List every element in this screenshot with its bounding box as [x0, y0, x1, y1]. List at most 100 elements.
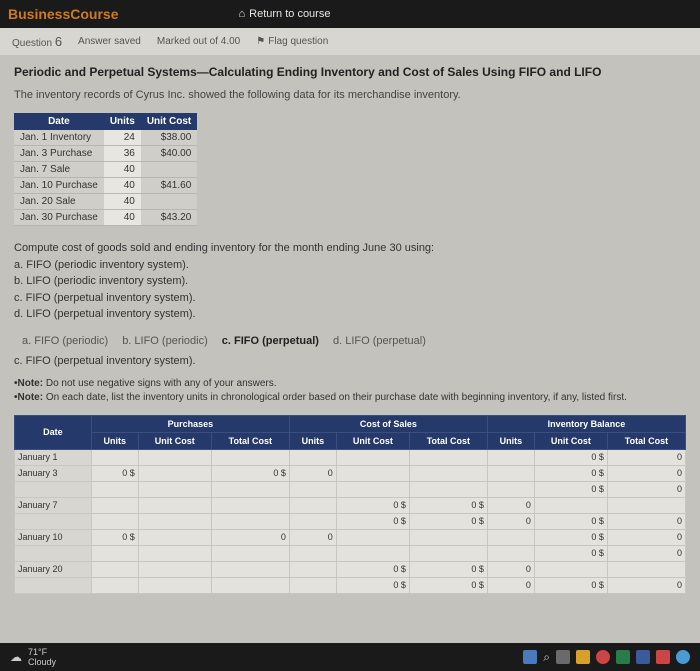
cell-c-units[interactable]: 0: [289, 529, 336, 545]
cell-p-units[interactable]: [91, 561, 138, 577]
cell-i-unit-cost[interactable]: 0 $: [534, 449, 607, 465]
taskbar-icon[interactable]: [556, 650, 570, 664]
cell-i-unit-cost[interactable]: 0 $: [534, 513, 607, 529]
cell-c-unit-cost[interactable]: [336, 449, 409, 465]
cell-p-unit-cost[interactable]: [138, 449, 211, 465]
cell-i-units[interactable]: [487, 449, 534, 465]
cell-p-unit-cost[interactable]: [138, 561, 211, 577]
flag-question-link[interactable]: ⚑ Flag question: [256, 36, 328, 47]
cell-c-unit-cost[interactable]: [336, 529, 409, 545]
cell-i-unit-cost[interactable]: 0 $: [534, 465, 607, 481]
cell-i-total[interactable]: 0: [607, 513, 685, 529]
cell-p-unit-cost[interactable]: [138, 513, 211, 529]
cell-c-total[interactable]: [409, 465, 487, 481]
cell-p-total[interactable]: [211, 545, 289, 561]
cell-p-total[interactable]: [211, 497, 289, 513]
taskbar-icon[interactable]: [636, 650, 650, 664]
cell-i-units[interactable]: [487, 465, 534, 481]
cell-p-total[interactable]: 0: [211, 529, 289, 545]
cell-p-total[interactable]: [211, 513, 289, 529]
cell-c-unit-cost[interactable]: 0 $: [336, 561, 409, 577]
tab-lifo-periodic[interactable]: b. LIFO (periodic): [122, 335, 208, 347]
tab-fifo-perpetual[interactable]: c. FIFO (perpetual): [222, 335, 319, 347]
cell-c-total[interactable]: 0 $: [409, 561, 487, 577]
cell-c-unit-cost[interactable]: 0 $: [336, 513, 409, 529]
cell-c-total[interactable]: [409, 481, 487, 497]
cell-i-units[interactable]: 0: [487, 497, 534, 513]
cell-i-units[interactable]: 0: [487, 577, 534, 593]
taskbar-icon[interactable]: [596, 650, 610, 664]
cell-c-unit-cost[interactable]: 0 $: [336, 577, 409, 593]
taskbar-app-icon[interactable]: [523, 650, 537, 664]
cell-p-total[interactable]: [211, 577, 289, 593]
cell-p-unit-cost[interactable]: [138, 529, 211, 545]
cell-i-total[interactable]: 0: [607, 577, 685, 593]
taskbar-icon[interactable]: [656, 650, 670, 664]
cell-i-total[interactable]: [607, 497, 685, 513]
cell-i-units[interactable]: [487, 529, 534, 545]
cell-p-total[interactable]: [211, 561, 289, 577]
cell-c-units[interactable]: [289, 481, 336, 497]
cell-c-total[interactable]: [409, 545, 487, 561]
cell-c-units[interactable]: [289, 561, 336, 577]
cell-c-units[interactable]: 0: [289, 465, 336, 481]
cell-p-unit-cost[interactable]: [138, 465, 211, 481]
weather-widget[interactable]: ☁ 71°F Cloudy: [10, 647, 56, 667]
calc-row: 0 $0: [15, 545, 686, 561]
cell-i-total[interactable]: 0: [607, 481, 685, 497]
cell-c-unit-cost[interactable]: [336, 481, 409, 497]
cell-i-units[interactable]: 0: [487, 513, 534, 529]
cell-p-unit-cost[interactable]: [138, 497, 211, 513]
cell-p-total[interactable]: 0 $: [211, 465, 289, 481]
cell-i-unit-cost[interactable]: [534, 561, 607, 577]
tab-lifo-perpetual[interactable]: d. LIFO (perpetual): [333, 335, 426, 347]
cell-c-units[interactable]: [289, 497, 336, 513]
cell-i-unit-cost[interactable]: 0 $: [534, 545, 607, 561]
cell-p-unit-cost[interactable]: [138, 577, 211, 593]
cell-c-units[interactable]: [289, 513, 336, 529]
taskbar-icon[interactable]: [576, 650, 590, 664]
cell-p-units[interactable]: [91, 513, 138, 529]
cell-c-total[interactable]: 0 $: [409, 577, 487, 593]
question-label: Question 6: [12, 34, 62, 49]
cell-c-total[interactable]: 0 $: [409, 513, 487, 529]
cell-p-total[interactable]: [211, 449, 289, 465]
cell-p-units[interactable]: [91, 577, 138, 593]
cell-p-units[interactable]: 0 $: [91, 529, 138, 545]
cell-i-unit-cost[interactable]: [534, 497, 607, 513]
cell-p-units[interactable]: [91, 545, 138, 561]
cell-p-units[interactable]: 0 $: [91, 465, 138, 481]
cell-c-total[interactable]: 0 $: [409, 497, 487, 513]
cell-i-total[interactable]: 0: [607, 449, 685, 465]
search-icon[interactable]: ⌕: [543, 650, 550, 665]
return-to-course-link[interactable]: ⌂ Return to course: [238, 8, 330, 20]
cell-c-unit-cost[interactable]: [336, 465, 409, 481]
cell-c-total[interactable]: [409, 529, 487, 545]
cell-i-units[interactable]: [487, 545, 534, 561]
cell-i-units[interactable]: 0: [487, 561, 534, 577]
cell-i-units[interactable]: [487, 481, 534, 497]
cell-c-units[interactable]: [289, 545, 336, 561]
cell-c-units[interactable]: [289, 577, 336, 593]
cell-i-unit-cost[interactable]: 0 $: [534, 481, 607, 497]
sh-units2: Units: [289, 432, 336, 449]
cell-c-total[interactable]: [409, 449, 487, 465]
cell-i-total[interactable]: [607, 561, 685, 577]
cell-p-unit-cost[interactable]: [138, 545, 211, 561]
cell-p-units[interactable]: [91, 449, 138, 465]
cell-i-unit-cost[interactable]: 0 $: [534, 529, 607, 545]
taskbar-icon[interactable]: [676, 650, 690, 664]
cell-p-unit-cost[interactable]: [138, 481, 211, 497]
taskbar-icon[interactable]: [616, 650, 630, 664]
tab-fifo-periodic[interactable]: a. FIFO (periodic): [22, 335, 108, 347]
cell-p-units[interactable]: [91, 497, 138, 513]
cell-c-units[interactable]: [289, 449, 336, 465]
cell-p-total[interactable]: [211, 481, 289, 497]
cell-i-total[interactable]: 0: [607, 465, 685, 481]
cell-i-total[interactable]: 0: [607, 545, 685, 561]
cell-c-unit-cost[interactable]: [336, 545, 409, 561]
cell-c-unit-cost[interactable]: 0 $: [336, 497, 409, 513]
cell-i-unit-cost[interactable]: 0 $: [534, 577, 607, 593]
cell-i-total[interactable]: 0: [607, 529, 685, 545]
cell-p-units[interactable]: [91, 481, 138, 497]
